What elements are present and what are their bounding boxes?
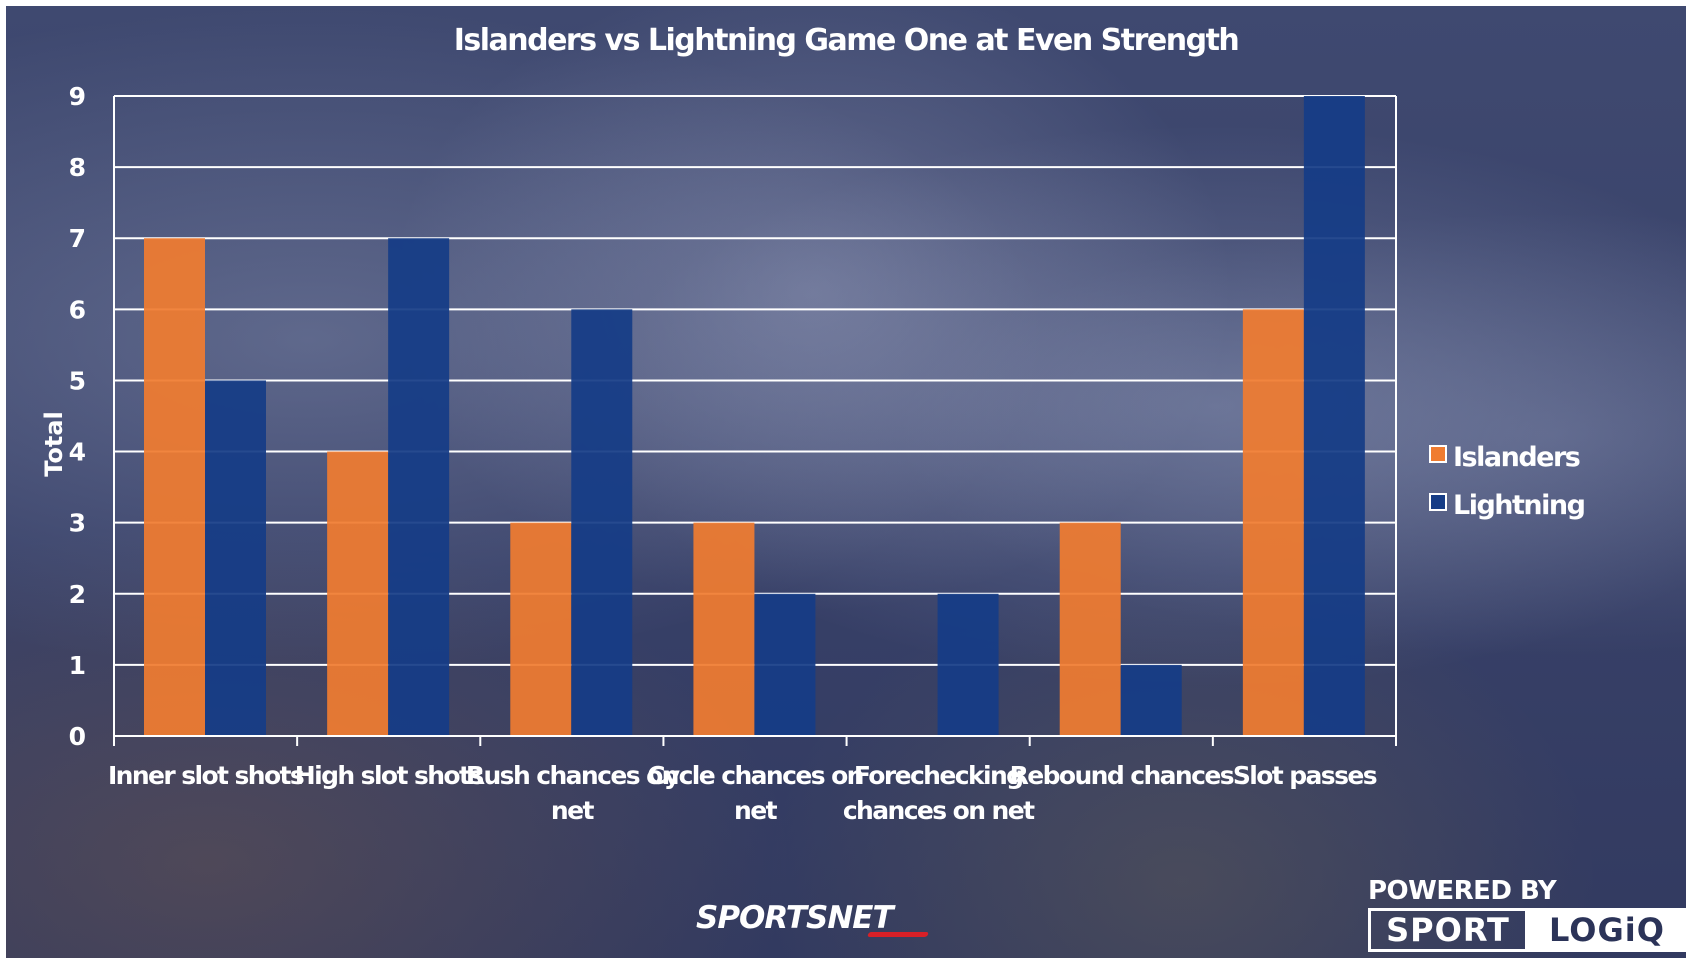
x-category-label-line: Cycle chances on [647,761,863,790]
legend-label-islanders: Islanders [1453,442,1580,473]
legend: Islanders Lightning [1429,442,1586,521]
bar-islanders-1 [144,238,205,736]
x-category-label: Slot passes [1233,761,1377,790]
y-tick-label: 6 [69,295,86,324]
y-tick-label: 2 [69,580,86,609]
x-category-label: Inner slot shots [108,761,304,790]
y-tick-label: 4 [69,438,86,467]
legend-swatch-lightning [1429,493,1447,511]
x-category-label: Forechecking chances on net [843,761,1035,825]
x-category-label: High slot shots [295,761,484,790]
x-category-label-line: Rush chances on [466,761,678,790]
sportsnet-logo-part2: NET [827,900,893,936]
legend-label-lightning: Lightning [1453,490,1585,521]
y-tick-label: 5 [69,366,86,395]
sportlogiq-logo: SPORT LOGiQ [1368,908,1686,952]
y-tick-label: 3 [69,509,86,538]
bar-lightning-6 [1120,664,1182,736]
sportlogiq-logiq-text: LOGiQ [1528,908,1686,952]
bars-layer [144,96,1365,736]
bar-lightning-3 [571,309,633,736]
x-category-label-line: Inner slot shots [108,761,304,790]
powered-by-text: POWERED BY [1368,876,1557,906]
x-category-label-line: chances on net [843,796,1035,825]
x-category-label-line: net [734,796,778,825]
y-tick-label: 0 [69,722,86,751]
x-category-label: Rush chances on net [466,761,678,825]
x-category-label-line: High slot shots [295,761,484,790]
axes-layer [113,96,1397,746]
sportsnet-swoosh-icon [867,932,929,937]
bar-islanders-2 [327,451,389,736]
y-tick-label: 7 [69,224,86,253]
x-category-label: Rebound chances [1010,761,1234,790]
sportlogiq-sport-text: SPORT [1368,908,1528,952]
bar-islanders-7 [1242,309,1304,736]
bar-islanders-4 [693,522,755,736]
bar-lightning-4 [754,593,816,736]
chart-frame: 0 1 2 3 4 5 6 7 8 9 Inner slot shots High slot shot… [6,6,1686,958]
x-category-label-line: net [551,796,595,825]
bar-islanders-6 [1059,522,1121,736]
x-category-label: Cycle chances on net [647,761,863,825]
y-axis-label: Total [40,411,68,477]
bar-lightning-7 [1303,96,1365,736]
sportsnet-logo-part1: SPORTS [696,900,828,936]
bar-lightning-1 [205,380,266,736]
y-tick-label: 8 [69,153,86,182]
x-category-label-line: Rebound chances [1010,761,1234,790]
y-tick-label: 1 [69,651,86,680]
bar-islanders-3 [510,522,572,736]
legend-swatch-islanders [1429,445,1447,463]
y-tick-label: 9 [69,82,86,111]
bar-lightning-2 [388,238,450,736]
chart-title: Islanders vs Lightning Game One at Even … [454,23,1239,58]
bar-lightning-5 [937,593,999,736]
x-category-label-line: Slot passes [1233,761,1377,790]
x-category-label-line: Forechecking [854,761,1023,790]
sportsnet-logo: SPORTSNET [696,900,894,936]
